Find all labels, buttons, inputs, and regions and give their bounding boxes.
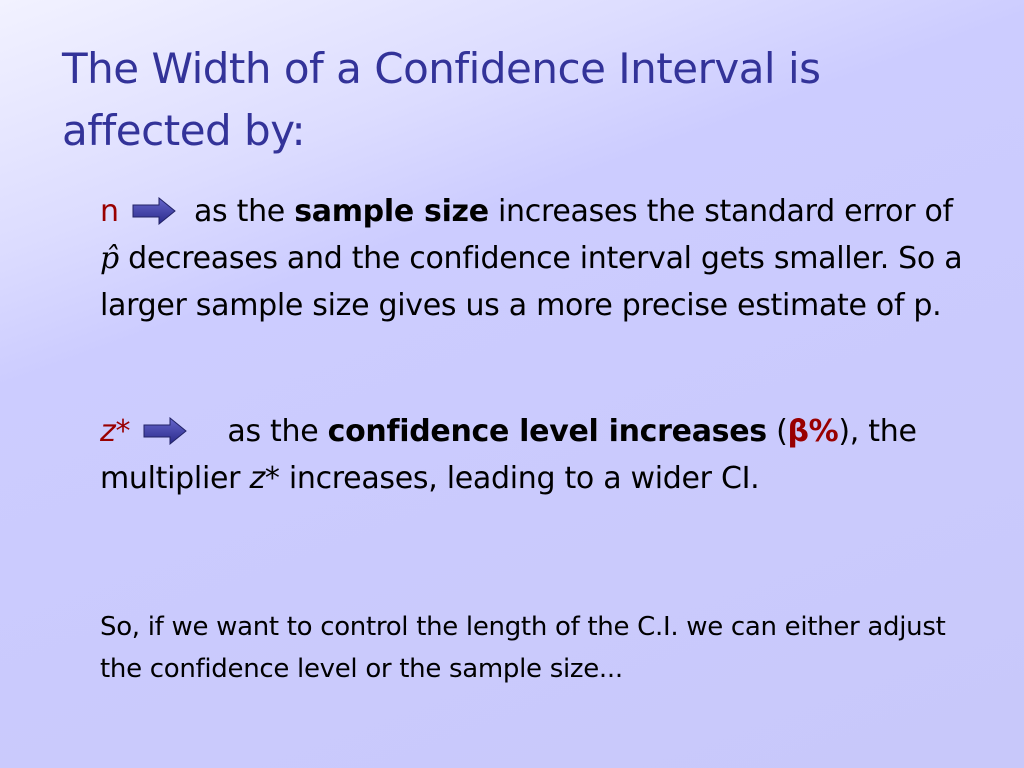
emphasis: confidence level increases xyxy=(327,414,767,449)
emphasis: sample size xyxy=(294,194,489,229)
bullet-z: z* as the confidence level increases (β%… xyxy=(100,408,980,502)
p-hat: p̂ xyxy=(100,241,119,276)
text: ), the multiplier xyxy=(100,414,917,496)
text: as the xyxy=(227,414,319,449)
text: as the xyxy=(193,194,285,229)
arrow-icon xyxy=(132,197,176,225)
conclusion: So, if we want to control the length of … xyxy=(100,612,946,684)
slide-title: The Width of a Confidence Interval is af… xyxy=(62,44,821,155)
text: increases, leading to a wider CI. xyxy=(288,461,760,496)
symbol: z* xyxy=(100,414,131,449)
arrow-icon xyxy=(143,417,187,445)
beta-percent: β% xyxy=(787,414,839,449)
text: ( xyxy=(776,414,788,449)
symbol: n xyxy=(100,194,119,229)
bullet-n: n as the sample size increases the stand… xyxy=(100,188,980,329)
z-star: z* xyxy=(249,461,280,496)
text: increases the standard error of xyxy=(498,194,953,229)
text: decreases and the confidence interval ge… xyxy=(100,241,963,323)
